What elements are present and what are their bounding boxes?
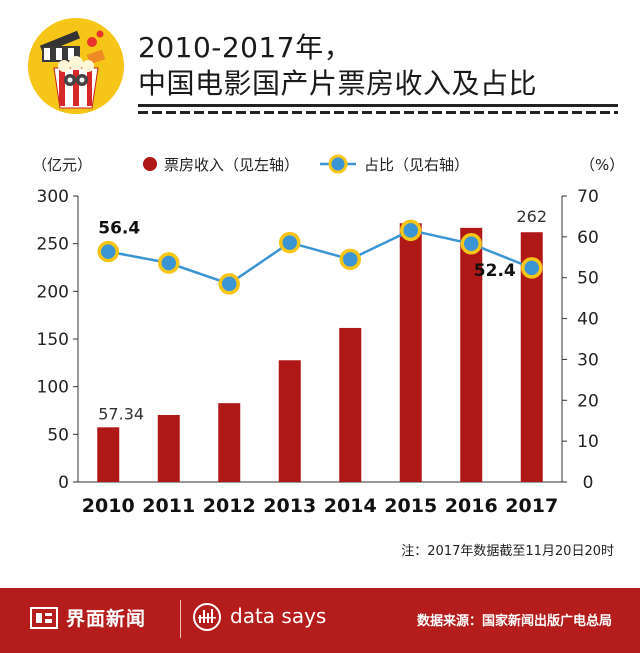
right-tick-label: 10	[577, 432, 599, 452]
bar-2015	[399, 223, 422, 483]
x-tick-label: 2013	[263, 495, 316, 517]
left-tick-label: 0	[58, 473, 69, 493]
bar-2014	[339, 327, 362, 482]
left-tick-label: 250	[37, 235, 69, 255]
rule-dashed	[138, 111, 618, 114]
x-tick-label: 2017	[505, 495, 558, 517]
share-point-2017	[521, 257, 543, 279]
jiemian-logo-icon	[30, 606, 58, 629]
data-says-icon	[193, 603, 221, 631]
right-tick-label: 30	[577, 350, 599, 370]
right-axis-unit: （%）	[580, 156, 624, 174]
line-label-2017: 52.4	[474, 261, 516, 281]
footer-bar: 界面新闻 data says 数据来源：国家新闻出版广电总局	[0, 588, 640, 653]
right-tick-label: 0	[583, 473, 594, 493]
right-tick-label: 20	[577, 391, 599, 411]
bar-2017	[520, 232, 543, 482]
x-tick-label: 2016	[445, 495, 498, 517]
share-point-2010	[97, 240, 119, 263]
share-point-2011	[158, 252, 180, 274]
rule-solid	[138, 104, 618, 107]
right-tick-label: 60	[577, 228, 599, 248]
left-tick-label: 100	[37, 378, 69, 398]
bar-2012	[218, 403, 241, 482]
left-tick-label: 300	[37, 187, 69, 207]
right-tick-label: 70	[577, 187, 599, 207]
share-point-2016	[460, 233, 482, 255]
title-line-1: 2010-2017年，	[138, 31, 353, 64]
title-line-2: 中国电影国产片票房收入及占比	[138, 67, 538, 100]
bar-2013	[278, 360, 301, 482]
right-tick-label: 40	[577, 310, 599, 330]
chart-title: 2010-2017年， 中国电影国产片票房收入及占比	[138, 30, 537, 102]
share-point-2013	[279, 231, 301, 254]
left-tick-label: 200	[37, 282, 69, 302]
footer-divider	[180, 600, 181, 638]
x-tick-label: 2015	[384, 495, 437, 517]
share-point-2014	[339, 248, 361, 271]
chart-svg: 0 50 100 150 200 250 300 0 10 20 30 40 50 60 70 （亿元） （%）…	[32, 154, 624, 517]
legend-line-label: 占比（见右轴）	[364, 156, 469, 174]
data-says-label: data says	[230, 604, 327, 628]
footnote: 注：2017年数据截至11月20日20时	[401, 544, 614, 559]
legend-line-marker	[328, 154, 348, 174]
bar-2016	[460, 227, 483, 482]
left-tick-label: 150	[37, 330, 69, 350]
share-point-2015	[400, 219, 422, 242]
share-point-2012	[218, 273, 240, 295]
bar-2010	[97, 427, 120, 482]
legend-bar-swatch	[143, 157, 157, 171]
title-underline	[138, 104, 618, 116]
footer-brand: 界面新闻	[30, 604, 146, 631]
x-tick-label: 2012	[203, 495, 256, 517]
movie-popcorn-logo-icon	[28, 18, 124, 114]
right-tick-label: 50	[577, 269, 599, 289]
header: 2010-2017年， 中国电影国产片票房收入及占比	[0, 0, 640, 140]
x-tick-label: 2010	[82, 495, 135, 517]
left-tick-label: 50	[47, 425, 69, 445]
legend-bar-label: 票房收入（见左轴）	[164, 156, 299, 174]
data-source: 数据来源：国家新闻出版广电总局	[416, 614, 612, 629]
x-tick-label: 2011	[142, 495, 195, 517]
bar-2011	[157, 414, 180, 482]
left-axis-unit: （亿元）	[32, 156, 92, 174]
bar-label-2017: 262	[516, 207, 547, 226]
x-tick-label: 2014	[324, 495, 377, 517]
brand-name: 界面新闻	[66, 608, 147, 630]
line-label-2010: 56.4	[98, 219, 140, 239]
bar-label-2010: 57.34	[98, 404, 144, 423]
